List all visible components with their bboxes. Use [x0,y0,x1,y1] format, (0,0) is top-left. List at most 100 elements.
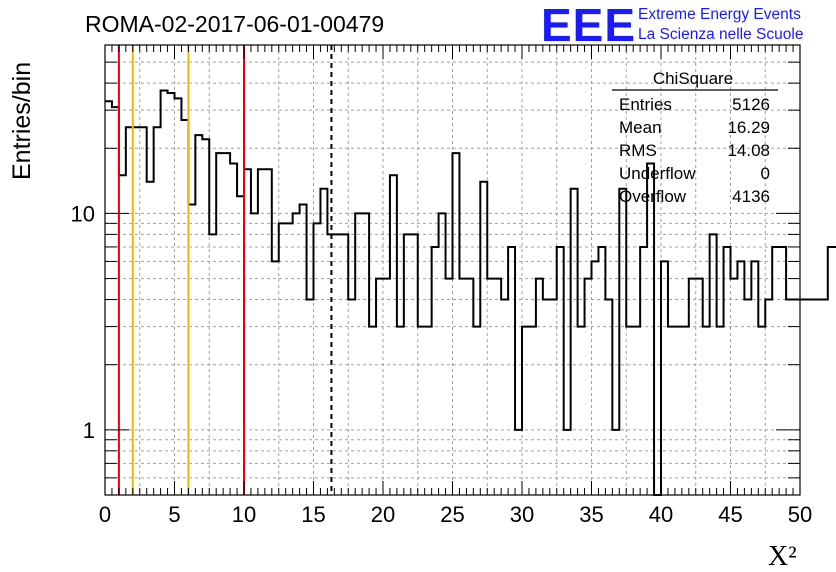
stats-box: ChiSquare Entries 5126 Mean 16.29 RMS 14… [612,67,778,207]
reference-lines-layer [117,45,333,495]
histogram-bin [418,327,425,495]
histogram-bin [772,247,779,495]
histogram-bin [731,279,738,495]
histogram-bin [272,261,279,495]
histogram-bin [751,261,758,495]
histogram-bin [744,300,751,495]
histogram-bin [251,213,258,495]
run-title: ROMA-02-2017-06-01-00479 [85,11,384,37]
histogram-bin [585,279,592,495]
histogram-bin [286,223,293,495]
y-tick-label: 10 [71,201,95,226]
x-tick-label: 35 [579,502,603,527]
x-tick-label: 40 [649,502,673,527]
histogram-bin [814,300,821,495]
histogram-bin [689,279,696,495]
axes-layer: 0 5 10 15 20 25 30 35 40 45 50 1 10 [71,44,812,527]
histogram-bin [494,279,501,495]
histogram-bin [168,93,175,495]
logo-text: EEE [541,0,636,51]
histogram-bin [119,175,126,495]
histogram-bin [543,300,550,495]
histogram-bin [724,247,731,495]
histogram-bin [216,153,223,495]
stats-title: ChiSquare [653,69,733,88]
stats-label-overflow: Overflow [619,187,687,206]
histogram-bin [612,430,619,495]
histogram-bin [314,223,321,495]
histogram-bin [696,279,703,495]
stats-box-frame [612,67,778,207]
histogram-bin [592,261,599,495]
histogram-bin [640,247,647,495]
x-axis-title: X² [768,541,797,572]
logo-line-1: Extreme Energy Events [638,6,801,23]
histogram-bin [265,169,272,495]
histogram-bin [188,204,195,495]
stats-value-overflow: 4136 [732,187,770,206]
histogram-bin [821,300,828,495]
histogram-bin [758,327,765,495]
histogram-bin [501,300,508,495]
eee-logo: EEE Extreme Energy Events La Scienza nel… [541,0,803,51]
histogram-bin [480,182,487,495]
histogram-bin [195,135,202,495]
x-tick-label: 50 [788,502,812,527]
histogram-bin [258,169,265,495]
histogram-bin [202,139,209,495]
x-tick-label: 25 [440,502,464,527]
histogram-bin [147,182,154,495]
stats-label-entries: Entries [619,95,672,114]
histogram-bin [529,327,536,495]
histogram-bin [161,90,168,495]
histogram-bin [300,204,307,495]
histogram-layer [105,89,836,496]
histogram-bin [765,300,772,495]
histogram-bin [446,279,453,495]
histogram-bin [432,247,439,495]
histogram-bin [140,127,147,495]
histogram-bin [181,120,188,495]
histogram-bin [737,261,744,495]
histogram-bin [473,327,480,495]
histogram-bin [307,300,314,495]
histogram-bin [703,327,710,495]
histogram-bin [341,234,348,495]
x-tick-label: 10 [232,502,256,527]
histogram-bin [459,279,466,495]
histogram-bin [598,247,605,495]
histogram-bin [237,196,244,495]
histogram-bin [487,279,494,495]
stats-label-rms: RMS [619,141,657,160]
histogram-bin [453,153,460,495]
histogram-bin [112,107,119,495]
histogram-bin [425,327,432,495]
histogram-bin [439,213,446,495]
histogram-bin [390,175,397,495]
histogram-bin [779,247,786,495]
stats-label-mean: Mean [619,118,662,137]
histogram-bin [230,164,237,495]
histogram-bin [369,327,376,495]
histogram-bin [675,327,682,495]
histogram-bin [508,247,515,495]
histogram-bin [411,234,418,495]
histogram-bin [647,164,654,495]
histogram-bin [807,300,814,495]
histogram-bin [800,300,807,495]
histogram-bin [786,300,793,495]
logo-line-2: La Scienza nelle Scuole [638,26,803,43]
histogram-bin [362,213,369,495]
histogram-bin [633,327,640,495]
histogram-bin [682,327,689,495]
x-tick-label: 20 [371,502,395,527]
histogram-bin [515,430,522,495]
y-tick-label: 1 [83,418,95,443]
histogram-bin [154,127,161,495]
x-tick-label: 0 [99,502,111,527]
histogram-bin [334,234,341,495]
histogram-bin [209,234,216,495]
histogram-bin [175,98,182,495]
histogram-bin [710,234,717,495]
